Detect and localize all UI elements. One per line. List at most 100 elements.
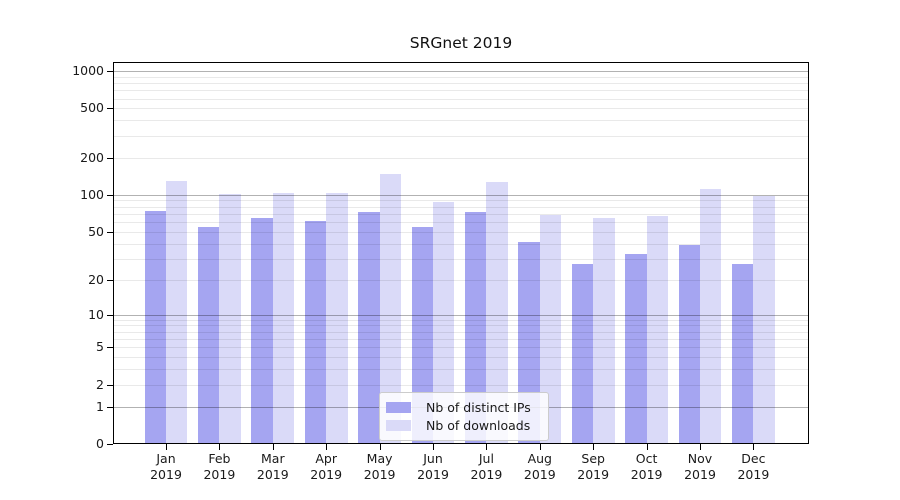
- y-tick: [107, 314, 113, 316]
- y-tick: [107, 108, 113, 110]
- gridline-minor: [114, 319, 808, 321]
- legend-swatch-distinct-ips: [386, 402, 411, 413]
- y-tick-label: 100: [80, 186, 104, 202]
- y-tick: [107, 157, 113, 159]
- chart-title: SRGnet 2019: [409, 34, 513, 52]
- y-tick: [107, 444, 113, 445]
- y-tick-label: 1: [96, 398, 104, 414]
- gridline-minor: [114, 357, 808, 359]
- gridline-minor: [114, 120, 808, 122]
- bar-nov-ips: [678, 244, 700, 444]
- bar-feb-ips: [198, 226, 220, 444]
- bar-jul-downloads: [486, 181, 508, 444]
- y-tick: [107, 194, 113, 196]
- bar-may-downloads: [379, 174, 401, 444]
- bar-apr-ips: [304, 221, 327, 444]
- y-tick-label: 500: [80, 100, 104, 116]
- gridline-major: [114, 314, 808, 316]
- y-tick: [107, 347, 113, 349]
- legend-swatch-downloads: [386, 420, 411, 431]
- gridline-minor: [114, 98, 808, 100]
- y-tick: [107, 384, 113, 386]
- x-tick: [646, 444, 648, 450]
- y-tick-label: 5: [96, 339, 104, 355]
- x-tick: [272, 444, 274, 450]
- bar-apr-downloads: [326, 193, 348, 444]
- x-tick: [433, 444, 434, 450]
- gridline-minor: [114, 384, 808, 386]
- gridline-minor: [114, 258, 808, 260]
- y-tick-label: 10: [88, 306, 104, 322]
- x-tick-label: Jun 2019: [417, 451, 449, 482]
- gridline-minor: [114, 213, 808, 215]
- bar-jul-ips: [465, 211, 487, 444]
- x-tick-label: May 2019: [363, 451, 396, 482]
- bar-mar-downloads: [272, 192, 295, 444]
- x-tick-label: Aug 2019: [523, 451, 556, 482]
- x-tick-label: Jan 2019: [150, 451, 182, 482]
- y-tick: [107, 279, 113, 281]
- bar-sep-ips: [571, 264, 594, 444]
- y-tick-label: 2: [96, 376, 104, 392]
- gridline-minor: [114, 338, 808, 340]
- legend-item-distinct-ips: Nb of distinct IPs: [386, 399, 539, 416]
- y-tick-label: 20: [88, 271, 104, 287]
- x-tick: [539, 444, 541, 450]
- x-tick-label: Mar 2019: [256, 451, 289, 482]
- bar-oct-downloads: [646, 216, 668, 444]
- y-tick: [107, 70, 113, 72]
- bar-mar-ips: [251, 217, 273, 444]
- legend-item-downloads: Nb of downloads: [386, 417, 539, 434]
- bar-jan-downloads: [166, 180, 188, 444]
- x-tick: [219, 444, 221, 450]
- y-tick-label: 50: [88, 223, 104, 239]
- x-tick: [166, 444, 167, 450]
- y-tick-label: 1000: [72, 62, 104, 78]
- x-tick-label: Sep 2019: [577, 451, 610, 482]
- legend-label-downloads: Nb of downloads: [426, 418, 531, 433]
- x-tick-label: Dec 2019: [737, 451, 770, 482]
- gridline-minor: [114, 331, 808, 333]
- x-tick: [486, 444, 488, 450]
- gridline-minor: [114, 200, 808, 202]
- gridline-minor: [114, 325, 808, 327]
- bar-jan-ips: [144, 210, 166, 444]
- gridline-major: [114, 194, 808, 196]
- gridline-minor: [114, 222, 808, 223]
- y-tick: [107, 406, 113, 408]
- gridline-minor: [114, 243, 808, 245]
- x-tick-label: Jul 2019: [470, 451, 503, 482]
- gridline-minor: [114, 206, 808, 208]
- legend-label-distinct-ips: Nb of distinct IPs: [426, 400, 531, 415]
- bar-dec-downloads: [753, 195, 775, 444]
- gridline-minor: [114, 83, 808, 84]
- gridline-minor: [114, 279, 808, 281]
- x-tick: [326, 444, 328, 450]
- x-tick: [593, 444, 595, 450]
- y-tick-label: 0: [96, 436, 104, 451]
- gridline-minor: [114, 90, 808, 92]
- x-tick: [753, 444, 755, 450]
- bar-jun-downloads: [433, 202, 455, 444]
- x-tick: [379, 444, 381, 450]
- gridline-minor: [114, 108, 808, 110]
- bar-oct-ips: [625, 253, 647, 444]
- gridline-minor: [114, 369, 808, 371]
- gridline-minor: [114, 135, 808, 137]
- y-tick-label: 200: [80, 149, 104, 165]
- y-tick: [107, 231, 113, 233]
- x-tick-label: Nov 2019: [684, 451, 716, 482]
- gridline-minor: [114, 76, 808, 78]
- x-tick-label: Apr 2019: [310, 451, 343, 482]
- x-tick-label: Feb 2019: [203, 451, 236, 482]
- legend: Nb of distinct IPs Nb of downloads: [379, 392, 549, 441]
- bar-nov-downloads: [700, 188, 722, 444]
- gridline-minor: [114, 347, 808, 349]
- bar-aug-downloads: [539, 215, 562, 444]
- gridline-minor: [114, 231, 808, 233]
- gridline-minor: [114, 157, 808, 159]
- x-tick: [700, 444, 701, 450]
- x-tick-label: Oct 2019: [630, 451, 663, 482]
- gridline-major: [114, 70, 808, 72]
